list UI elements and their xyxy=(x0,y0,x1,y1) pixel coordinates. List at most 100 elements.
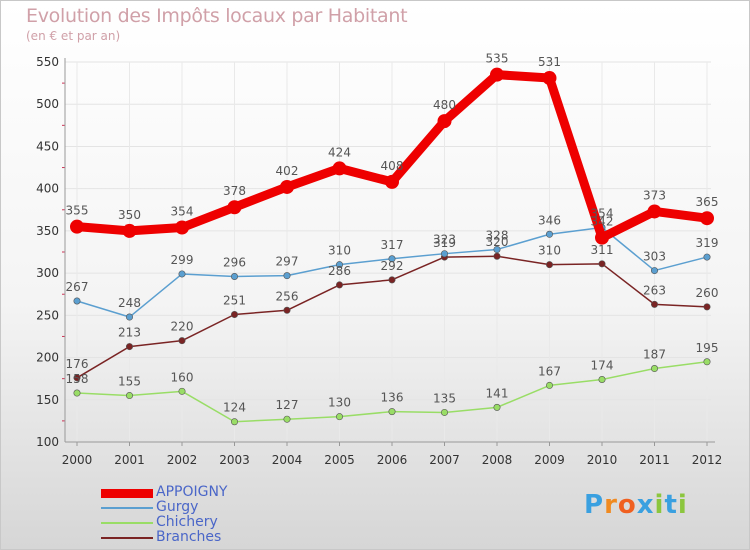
data-label-branches: 176 xyxy=(66,357,89,371)
y-tick-label: 300 xyxy=(36,266,59,280)
legend-swatch xyxy=(101,488,153,498)
data-point-chichery xyxy=(650,365,658,373)
data-label-chichery: 155 xyxy=(118,375,141,389)
data-label-appoigny: 480 xyxy=(433,98,456,112)
logo-letter: i xyxy=(677,490,688,520)
data-point-branches xyxy=(73,374,81,382)
data-point-appoigny xyxy=(175,220,189,235)
data-point-chichery xyxy=(440,408,448,416)
legend-label: Gurgy xyxy=(156,499,199,515)
data-label-appoigny: 531 xyxy=(538,55,561,69)
y-tick-label: 500 xyxy=(36,97,59,111)
data-point-chichery xyxy=(493,403,501,411)
data-point-branches xyxy=(231,310,239,318)
data-label-gurgy: 319 xyxy=(696,236,719,250)
data-label-chichery: 130 xyxy=(328,396,351,410)
data-point-appoigny xyxy=(595,230,609,245)
data-label-appoigny: 354 xyxy=(171,205,194,219)
proxiti-logo: Proxiti xyxy=(584,490,688,520)
logo-letter: P xyxy=(584,490,605,520)
data-label-gurgy: 346 xyxy=(538,213,561,227)
data-point-branches xyxy=(650,300,658,308)
y-tick-label: 150 xyxy=(36,393,59,407)
data-point-branches xyxy=(598,260,606,268)
data-label-appoigny: 342 xyxy=(591,215,614,229)
data-label-chichery: 124 xyxy=(223,401,246,415)
x-tick-label: 2009 xyxy=(534,453,565,467)
data-label-gurgy: 248 xyxy=(118,296,141,310)
data-point-chichery xyxy=(388,408,396,416)
data-point-chichery xyxy=(126,392,134,400)
data-point-chichery xyxy=(73,389,81,397)
data-point-appoigny xyxy=(227,200,242,215)
data-label-branches: 310 xyxy=(538,244,561,258)
data-point-appoigny xyxy=(700,211,714,226)
data-label-chichery: 195 xyxy=(696,341,719,355)
gridlines xyxy=(65,61,711,443)
data-point-branches xyxy=(545,261,553,269)
data-labels: 158 155 160 124 127 130 136 135 141 167 174 187 195 1… xyxy=(66,52,719,415)
y-tick-label: 200 xyxy=(36,351,59,365)
legend-item-chichery: Chichery xyxy=(101,514,301,530)
data-point-chichery xyxy=(703,358,711,366)
data-point-branches xyxy=(493,252,501,260)
logo-letter: t xyxy=(664,490,678,520)
legend-item-branches: Branches xyxy=(101,529,301,545)
data-point-gurgy xyxy=(231,272,239,280)
data-label-appoigny: 355 xyxy=(66,204,89,218)
data-label-gurgy: 310 xyxy=(328,244,351,258)
data-label-chichery: 174 xyxy=(591,359,614,373)
data-point-appoigny xyxy=(70,219,84,234)
data-point-gurgy xyxy=(440,250,448,258)
data-label-gurgy: 299 xyxy=(171,253,194,267)
data-point-chichery xyxy=(178,387,186,395)
data-point-appoigny xyxy=(280,179,294,194)
legend-swatch xyxy=(101,537,153,539)
data-point-branches xyxy=(388,276,396,284)
y-tick-label: 250 xyxy=(36,308,59,322)
data-point-chichery xyxy=(545,381,553,389)
data-point-chichery xyxy=(231,418,239,426)
chart-subtitle: (en € et par an) xyxy=(26,29,121,43)
legend-label: Branches xyxy=(156,529,222,545)
data-label-appoigny: 402 xyxy=(276,164,299,178)
data-label-appoigny: 408 xyxy=(381,159,404,173)
data-label-appoigny: 535 xyxy=(486,52,509,66)
data-label-gurgy: 267 xyxy=(66,280,89,294)
data-point-branches xyxy=(703,303,711,311)
x-tick-label: 2008 xyxy=(482,453,513,467)
data-point-gurgy xyxy=(388,255,396,263)
data-label-appoigny: 424 xyxy=(328,145,351,159)
data-point-gurgy xyxy=(650,267,658,275)
data-label-gurgy: 317 xyxy=(381,238,404,252)
data-label-chichery: 158 xyxy=(66,372,89,386)
data-point-branches xyxy=(283,306,291,314)
x-tick-label: 2005 xyxy=(324,453,355,467)
logo-letter: x xyxy=(636,490,655,520)
data-label-branches: 220 xyxy=(171,320,194,334)
data-label-gurgy: 297 xyxy=(276,255,299,269)
x-tick-label: 2011 xyxy=(639,453,670,467)
data-label-gurgy: 323 xyxy=(433,233,456,247)
data-label-appoigny: 365 xyxy=(696,195,719,209)
series-group xyxy=(70,67,714,426)
legend-item-gurgy: Gurgy xyxy=(101,499,301,515)
data-point-gurgy xyxy=(545,230,553,238)
legend-swatch xyxy=(101,507,153,509)
x-tick-label: 2012 xyxy=(692,453,723,467)
data-point-appoigny xyxy=(122,223,137,238)
legend-label: APPOIGNY xyxy=(156,484,228,500)
data-label-branches: 320 xyxy=(486,235,509,249)
data-point-appoigny xyxy=(385,174,399,189)
y-tick-label: 450 xyxy=(36,139,59,153)
legend-label: Chichery xyxy=(156,514,218,530)
data-label-gurgy: 296 xyxy=(223,255,246,269)
data-label-chichery: 127 xyxy=(276,398,299,412)
legend-item-appoigny: APPOIGNY xyxy=(101,484,301,500)
data-label-branches: 286 xyxy=(328,264,351,278)
x-tick-label: 2006 xyxy=(377,453,408,467)
data-point-gurgy xyxy=(126,313,134,321)
data-label-branches: 256 xyxy=(276,289,299,303)
logo-letter: r xyxy=(604,490,618,520)
